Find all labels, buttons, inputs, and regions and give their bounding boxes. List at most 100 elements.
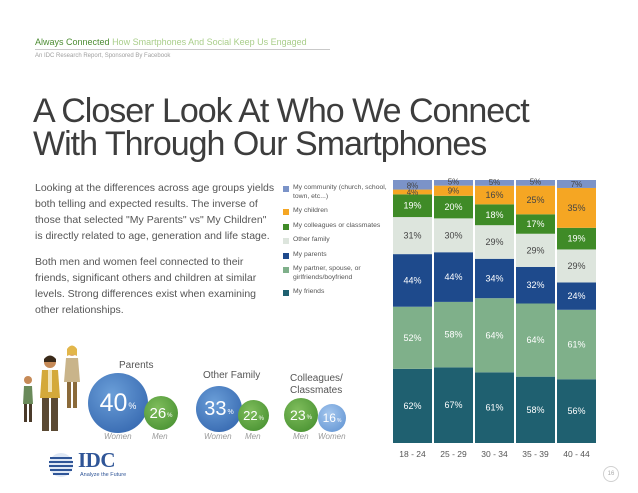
bar-value-label: 7% bbox=[571, 180, 583, 189]
x-tick-label: 35 - 39 bbox=[522, 449, 549, 459]
legend-swatch bbox=[283, 267, 289, 273]
bar-segment bbox=[434, 367, 473, 443]
chart-legend: My community (church, school, town, etc.… bbox=[283, 184, 393, 303]
parents-women-circle: 40% bbox=[88, 373, 148, 433]
bar-value-label: 19% bbox=[567, 234, 585, 244]
x-tick-label: 30 - 34 bbox=[481, 449, 508, 459]
bar-segment bbox=[475, 204, 514, 226]
bar-value-label: 5% bbox=[448, 178, 460, 187]
bar-segment bbox=[557, 187, 596, 228]
x-tick-label: 40 - 44 bbox=[563, 449, 590, 459]
colleagues-men-caption: Men bbox=[293, 432, 309, 441]
legend-label: My community (church, school, town, etc.… bbox=[293, 184, 387, 200]
bar-value-label: 29% bbox=[526, 245, 544, 255]
page-number: 16 bbox=[603, 466, 619, 482]
colleagues-men-unit: % bbox=[306, 415, 312, 421]
bar-segment bbox=[475, 180, 514, 186]
bar-value-label: 64% bbox=[485, 330, 503, 340]
colleagues-women-circle: 16% bbox=[318, 404, 346, 432]
colleagues-men-value: 23 bbox=[290, 407, 306, 423]
legend-item: My partner, spouse, or girlfriends/boyfr… bbox=[283, 265, 393, 282]
bar-segment bbox=[516, 214, 555, 234]
page-title: A Closer Look At Who We Connect With Thr… bbox=[33, 92, 530, 163]
other-family-women-circle: 33% bbox=[196, 386, 242, 432]
bar-value-label: 67% bbox=[444, 400, 462, 410]
bar-segment bbox=[475, 298, 514, 373]
bar-segment bbox=[434, 195, 473, 219]
bar-value-label: 56% bbox=[567, 406, 585, 416]
bar-value-label: 4% bbox=[407, 188, 419, 197]
legend-label: My colleagues or classmates bbox=[293, 221, 381, 229]
bar-value-label: 58% bbox=[526, 405, 544, 415]
idc-logo-text: IDC bbox=[78, 448, 116, 472]
bar-segment bbox=[557, 379, 596, 443]
other-family-men-caption: Men bbox=[245, 432, 261, 441]
bar-segment bbox=[434, 185, 473, 196]
legend-swatch bbox=[283, 223, 289, 230]
series-subtitle: How Smartphones And Social Keep Us Engag… bbox=[112, 37, 307, 47]
bar-value-label: 31% bbox=[403, 231, 421, 241]
bar-segment bbox=[393, 180, 432, 190]
parents-men-circle: 26% bbox=[144, 396, 178, 430]
legend-swatch bbox=[283, 186, 289, 192]
bar-segment bbox=[393, 368, 432, 443]
bar-segment bbox=[434, 218, 473, 253]
bar-value-label: 29% bbox=[567, 261, 585, 271]
bar-value-label: 18% bbox=[485, 210, 503, 220]
bar-value-label: 32% bbox=[526, 280, 544, 290]
man-figure bbox=[40, 355, 60, 431]
colleagues-women-caption: Women bbox=[318, 432, 346, 441]
colleagues-women-value: 16 bbox=[322, 411, 336, 425]
bar-segment bbox=[393, 254, 432, 307]
bar-value-label: 44% bbox=[403, 275, 421, 285]
bar-segment bbox=[475, 372, 514, 443]
bar-segment bbox=[557, 227, 596, 250]
colleagues-label: Colleagues/ Classmates bbox=[290, 373, 343, 396]
bar-value-label: 35% bbox=[567, 203, 585, 213]
bar-segment bbox=[557, 249, 596, 283]
woman-figure bbox=[64, 345, 80, 408]
bar-value-label: 16% bbox=[485, 190, 503, 200]
people-illustration bbox=[23, 345, 80, 431]
parents-men-unit: % bbox=[167, 413, 173, 419]
legend-swatch bbox=[283, 209, 289, 215]
bar-segment bbox=[475, 258, 514, 299]
bar-segment bbox=[516, 303, 555, 377]
series-title: Always Connected bbox=[35, 37, 110, 47]
idc-tagline: Analyze the Future bbox=[80, 472, 127, 478]
bar-value-label: 64% bbox=[526, 335, 544, 345]
colleagues-women-unit: % bbox=[336, 418, 342, 424]
bar-value-label: 34% bbox=[485, 273, 503, 283]
other-family-label: Other Family bbox=[203, 370, 261, 381]
other-family-men-unit: % bbox=[258, 415, 264, 422]
parents-women-caption: Women bbox=[104, 432, 132, 441]
bar-value-label: 61% bbox=[567, 340, 585, 350]
bar-segment bbox=[393, 194, 432, 218]
legend-item: My community (church, school, town, etc.… bbox=[283, 184, 393, 201]
bar-segment bbox=[516, 233, 555, 267]
bar-segment bbox=[516, 180, 555, 186]
bar-value-label: 5% bbox=[489, 178, 501, 187]
bar-value-label: 19% bbox=[403, 201, 421, 211]
legend-swatch bbox=[283, 252, 289, 259]
bar-segment bbox=[557, 180, 596, 188]
bar-value-label: 20% bbox=[444, 202, 462, 212]
parents-men-caption: Men bbox=[152, 432, 168, 441]
bar-value-label: 5% bbox=[530, 178, 542, 187]
legend-label: My parents bbox=[293, 250, 327, 258]
header-divider bbox=[35, 49, 330, 50]
parents-men-value: 26 bbox=[149, 404, 167, 422]
legend-label: My partner, spouse, or girlfriends/boyfr… bbox=[293, 265, 361, 281]
bar-segment bbox=[516, 185, 555, 215]
bar-value-label: 17% bbox=[526, 219, 544, 229]
bar-value-label: 52% bbox=[403, 333, 421, 343]
paragraph-1: Looking at the differences across age gr… bbox=[35, 182, 275, 242]
legend-swatch bbox=[283, 290, 289, 296]
bar-segment bbox=[434, 252, 473, 302]
bar-value-label: 29% bbox=[485, 237, 503, 247]
parents-label: Parents bbox=[119, 360, 154, 371]
other-family-men-circle: 22% bbox=[238, 400, 269, 431]
bar-segment bbox=[557, 309, 596, 380]
other-family-women-unit: % bbox=[227, 408, 234, 416]
